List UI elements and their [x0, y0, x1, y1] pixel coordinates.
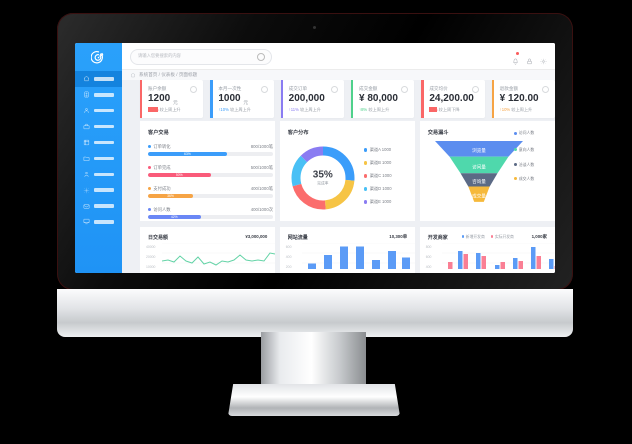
- svg-text:浏览量: 浏览量: [472, 147, 486, 154]
- svg-text:咨询量: 咨询量: [472, 178, 486, 185]
- svg-text:访问量: 访问量: [472, 164, 486, 171]
- svg-text:成交量: 成交量: [472, 193, 486, 200]
